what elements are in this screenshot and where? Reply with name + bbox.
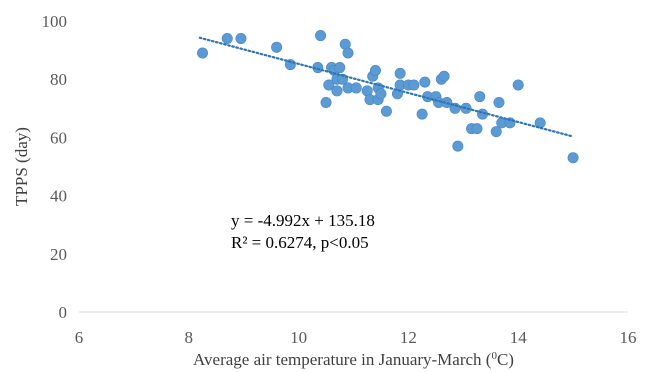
regression-equation: y = -4.992x + 135.18: [231, 211, 375, 230]
x-tick-label: 14: [510, 328, 528, 347]
data-point: [416, 108, 428, 120]
data-point: [512, 79, 524, 91]
data-point: [474, 91, 486, 103]
data-point: [350, 82, 362, 94]
data-point: [452, 140, 464, 152]
data-point: [493, 96, 505, 108]
y-tick-label: 80: [50, 70, 67, 89]
data-point: [438, 70, 450, 82]
data-point: [369, 64, 381, 76]
data-point: [320, 96, 332, 108]
data-point: [197, 47, 209, 59]
data-point: [471, 123, 483, 135]
y-tick-label: 40: [50, 187, 67, 206]
data-point: [408, 79, 420, 91]
x-tick-label: 12: [400, 328, 417, 347]
data-point: [271, 41, 283, 53]
x-axis-title: Average air temperature in January-March…: [193, 350, 514, 369]
y-tick-label: 60: [50, 128, 67, 147]
x-tick-label: 16: [620, 328, 637, 347]
data-points: [197, 30, 579, 164]
y-tick-label: 0: [59, 303, 68, 322]
data-point: [375, 88, 387, 100]
data-point: [334, 62, 346, 74]
data-point: [490, 126, 502, 138]
data-point: [419, 76, 431, 88]
data-point: [342, 47, 354, 59]
x-tick-label: 6: [75, 328, 84, 347]
y-tick-label: 100: [42, 12, 68, 31]
data-point: [221, 32, 233, 44]
data-point: [567, 152, 579, 164]
x-tick-label: 10: [290, 328, 307, 347]
x-tick-labels: 6 8 10 12 14 16: [75, 328, 637, 347]
data-point: [235, 32, 247, 44]
y-tick-label: 20: [50, 245, 67, 264]
data-point: [315, 30, 327, 42]
trendline: [198, 36, 575, 138]
y-tick-labels: 0 20 40 60 80 100: [42, 12, 68, 322]
data-point: [380, 105, 392, 117]
data-point: [394, 67, 406, 79]
data-point: [323, 79, 335, 91]
x-axis-title-main: Average air temperature in January-March…: [193, 350, 492, 369]
y-axis-title: TPPS (day): [12, 127, 31, 206]
x-axis-title-unit: C): [497, 350, 514, 369]
x-axis-title-superscript: 0: [491, 350, 497, 362]
data-point: [331, 85, 343, 97]
x-tick-label: 8: [185, 328, 194, 347]
r-squared-annotation: R² = 0.6274, p<0.05: [231, 233, 369, 252]
